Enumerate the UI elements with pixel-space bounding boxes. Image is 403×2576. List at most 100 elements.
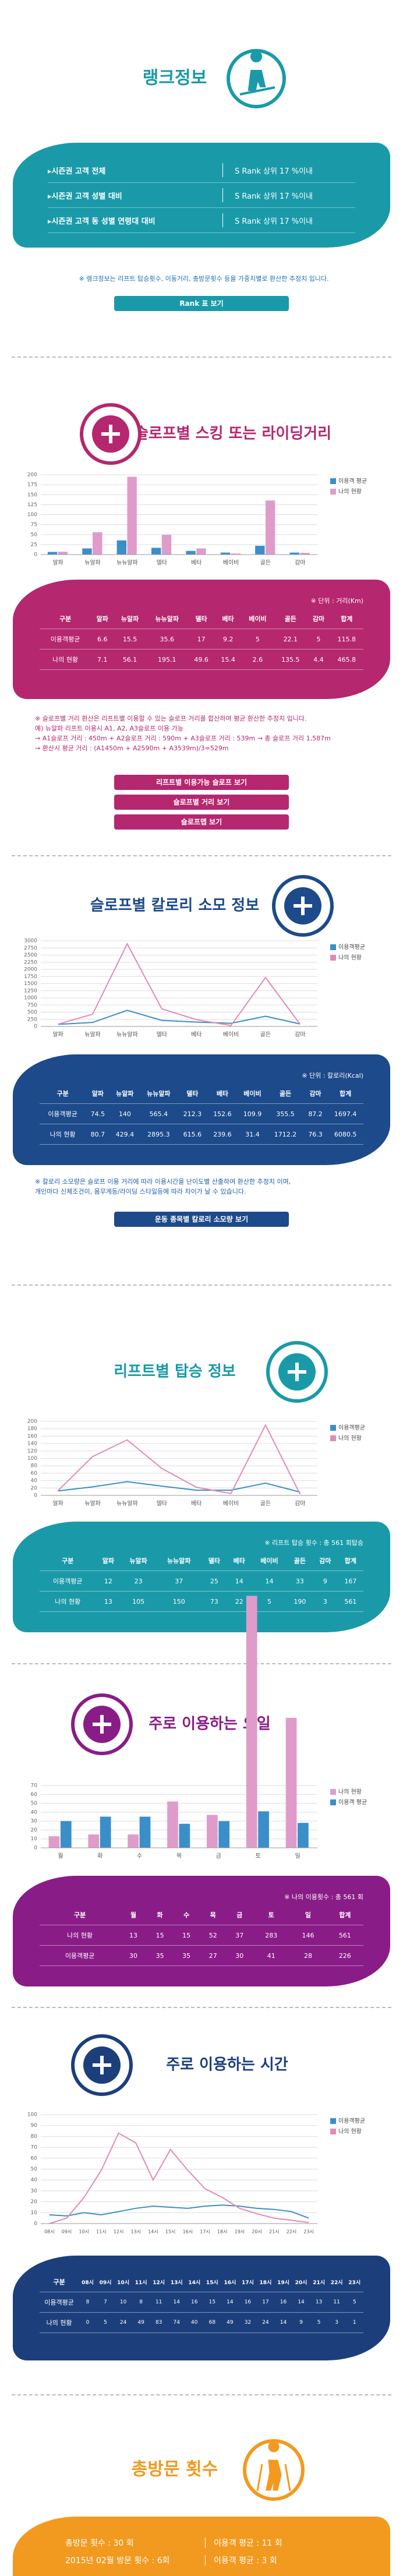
x-tick-label: 12시 <box>114 2229 124 2235</box>
bar <box>60 1821 72 1848</box>
y-tick-label: 10 <box>31 1836 38 1842</box>
table-cell: 14 <box>167 2292 186 2313</box>
table-cell: 13 <box>120 1925 147 1946</box>
x-tick-label: 월 <box>58 1852 63 1859</box>
note-line: ※ 칼로리 소모량은 슬로프 이용 거리에 따라 이용시간을 난이도별 산출하여… <box>35 1178 291 1185</box>
y-tick-label: 60 <box>31 2155 38 2161</box>
table-total: 226 <box>326 1945 363 1966</box>
rank-value: S Rank 상위 17 %이내 <box>235 217 313 226</box>
x-tick-label: 화 <box>97 1852 102 1859</box>
y-tick-label: 150 <box>27 492 37 498</box>
table-header-cell: 22시 <box>327 2272 346 2292</box>
visits-row: 총방문 횟수 : 30 회 이용객 평균 : 11 회 <box>65 2534 338 2552</box>
table-header-row: 구분 알파 뉴알파 뉴뉴알파 델타 베타 베이비 골든 감마 합계 <box>40 609 363 629</box>
bar <box>246 1596 257 1848</box>
x-tick-label: 목 <box>176 1852 182 1859</box>
x-tick-label: 18시 <box>217 2229 228 2235</box>
button[interactable]: 운동 종목별 칼로리 소모량 보기 <box>114 1212 289 1227</box>
visits-separator <box>205 2538 206 2548</box>
table-cell: 49.6 <box>188 649 215 670</box>
table-header-cell: 골든 <box>274 609 307 629</box>
table-total: 465.8 <box>330 649 363 670</box>
table-header-cell: 화 <box>146 1905 174 1925</box>
table-cell: 212.3 <box>177 1103 208 1124</box>
button[interactable]: 리프트별 이용가능 슬로프 보기 <box>114 775 289 790</box>
table-cell: 283 <box>253 1925 290 1946</box>
rank-button[interactable]: Rank 표 보기 <box>114 296 289 311</box>
table-cell: 14 <box>221 2292 239 2313</box>
rank-note: ※ 랭크정보는 리프트 탑승횟수, 이동거리, 총방문횟수 등을 가중치별로 환… <box>79 275 329 283</box>
bar <box>289 552 299 555</box>
table-cell: 146 <box>289 1925 327 1946</box>
table-header-cell: 08시 <box>79 2272 97 2292</box>
section-icon-glyph <box>294 897 312 915</box>
x-tick-label: 16시 <box>183 2229 193 2235</box>
y-tick-label: 40 <box>31 1478 38 1484</box>
table-header-cell: 목 <box>199 1905 227 1925</box>
table-row-label: 이용객평균 <box>40 1571 96 1592</box>
table-cell: 74 <box>167 2312 186 2333</box>
table-cell: 105 <box>121 1591 156 1612</box>
section-title: 슬로프별 스킹 또는 라이딩거리 <box>135 425 331 443</box>
table-cell: 74.5 <box>86 1103 110 1124</box>
table-header-cell: 골든 <box>267 1084 303 1104</box>
table-header-cell: 델타 <box>202 1551 227 1571</box>
table-header-cell: 뉴뉴알파 <box>146 609 188 629</box>
x-tick-label: 09시 <box>62 2229 72 2235</box>
button[interactable]: 슬로프별 거리 보기 <box>114 795 289 810</box>
table-header-cell: 09시 <box>96 2272 115 2292</box>
y-tick-label: 30 <box>31 2188 38 2194</box>
x-tick-label: 토 <box>256 1853 261 1859</box>
table-cell: 15 <box>146 1925 174 1946</box>
legend-label: 이용객 평균 <box>338 1799 367 1806</box>
table-header-cell: 10시 <box>114 2272 132 2292</box>
table-cell: 4.4 <box>307 649 330 670</box>
rank-separator <box>222 213 223 227</box>
y-tick-label: 80 <box>31 2134 38 2140</box>
table-header-cell: 감마 <box>312 1551 338 1571</box>
legend-swatch <box>330 955 336 961</box>
x-tick-label: 뉴뉴알파 <box>116 559 138 566</box>
rank-button-row: Rank 표 보기 <box>0 296 403 316</box>
table-cell: 5 <box>307 629 330 650</box>
data-table: 구분 월 화 수 목 금 토 일 합계 나의 현황 13 15 15 52 37 283 146 561 이용객평균… <box>40 1905 363 1966</box>
table-row: 나의 현황 7.1 56.1 195.1 49.6 15.4 2.6 135.5 4.4 465.… <box>40 649 363 670</box>
button[interactable]: 슬로프맵 보기 <box>114 814 289 830</box>
bar <box>207 1815 218 1848</box>
x-tick-label: 델타 <box>157 1031 167 1038</box>
table-cell: 56.1 <box>114 649 146 670</box>
table-cell: 150 <box>155 1591 202 1612</box>
table-cell: 10 <box>114 2292 132 2313</box>
bar <box>179 1823 190 1848</box>
x-tick-label: 알파 <box>52 1500 63 1507</box>
table-cell: 49 <box>132 2312 150 2333</box>
y-tick-label: 1500 <box>24 981 37 987</box>
y-tick-label: 140 <box>27 1441 37 1447</box>
y-tick-label: 750 <box>27 1003 37 1008</box>
data-table: 구분 알파 뉴알파 뉴뉴알파 델타 베타 베이비 골든 감마 합계 이용객평균 6.6 15.5 35.6… <box>40 609 363 670</box>
table-cell: 5 <box>345 2292 363 2313</box>
table-header-cell: 뉴알파 <box>109 1084 140 1104</box>
rank-row: ▸시즌권 고객 전체 S Rank 상위 17 %이내 <box>48 158 355 183</box>
x-tick-label: 골든 <box>260 1500 271 1507</box>
table-cell: 17 <box>188 629 215 650</box>
y-tick-label: 0 <box>34 1493 37 1499</box>
table-cell: 615.6 <box>177 1124 208 1145</box>
table-cell: 24 <box>256 2312 275 2333</box>
table-header-cell: 15시 <box>203 2272 221 2292</box>
x-tick-label: 베이비 <box>223 1031 239 1038</box>
x-tick-label: 감마 <box>295 1031 305 1038</box>
table-row-label: 나의 현황 <box>40 1591 96 1612</box>
table-cell: 25 <box>202 1571 227 1592</box>
table-row: 이용객평균 12 23 37 25 14 14 33 9 167 <box>40 1571 363 1592</box>
y-tick-label: 1000 <box>24 996 37 1001</box>
note-line: 예) 뉴알파 리프트 이용시 A1, A2, A3슬로프 이용 가능 <box>35 725 183 732</box>
table-header-cell: 뉴뉴알파 <box>155 1551 202 1571</box>
x-tick-label: 베이비 <box>223 1500 239 1507</box>
legend-label: 나의 현황 <box>338 1435 362 1442</box>
table-cell: 16 <box>239 2292 257 2313</box>
table-total: 115.8 <box>330 629 363 650</box>
section-title: 리프트별 탑승 정보 <box>114 1363 236 1381</box>
